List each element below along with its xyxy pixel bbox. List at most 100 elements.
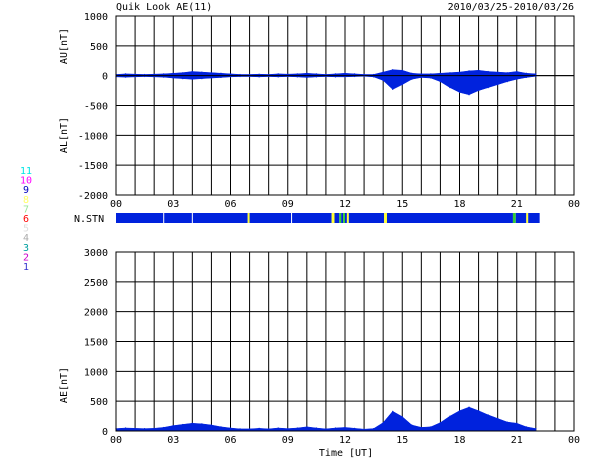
au-data-point [497, 71, 499, 73]
ae-data-point [277, 427, 279, 429]
al-data-point [449, 87, 451, 89]
al-data-point [306, 76, 308, 79]
ae-data-point [201, 423, 203, 425]
ae-data-point [373, 428, 375, 430]
ae-data-point [134, 427, 136, 429]
y-axis-label-au: AU[nT] [59, 28, 70, 64]
ae-data-point [353, 427, 356, 429]
au-data-point [535, 73, 537, 75]
plot-frame [115, 15, 575, 196]
au-data-point [516, 70, 518, 73]
station-segment [249, 213, 332, 223]
x-tick-label: 15 [396, 435, 408, 446]
au-data-point [229, 73, 232, 75]
station-segment [345, 213, 347, 223]
al-data-point [325, 75, 327, 78]
x-tick-label: 21 [511, 435, 523, 446]
au-data-point [477, 69, 480, 71]
au-data-point [315, 73, 317, 75]
al-data-point [506, 81, 508, 83]
au-data-point [306, 72, 308, 74]
au-data-point [525, 72, 527, 74]
al-data-point [172, 77, 174, 79]
au-data-point [401, 69, 403, 71]
al-data-point [430, 77, 432, 79]
al-data-point [334, 76, 337, 78]
ae-data-point [535, 428, 537, 430]
ae-data-point [382, 422, 384, 424]
al-data-point [287, 75, 289, 78]
station-segment [346, 213, 349, 223]
al-data-point [344, 76, 346, 78]
ae-data-point [306, 426, 308, 428]
au-data-point [325, 73, 327, 76]
au-data-point [287, 73, 289, 75]
y-tick-label: 1500 [84, 338, 108, 349]
x-tick-label: 18 [453, 435, 465, 446]
y-tick-label: 0 [102, 427, 108, 438]
legend-number-9: 9 [23, 185, 29, 196]
y-tick-label: -1000 [78, 131, 108, 142]
al-data-point [248, 75, 251, 78]
al-data-point [382, 79, 384, 82]
ae-data-point [334, 427, 337, 429]
legend-number-6: 6 [23, 214, 29, 225]
ae-data-point [363, 428, 365, 430]
al-data-point [277, 76, 279, 78]
legend-number-10: 10 [20, 176, 32, 187]
ae-data-point [258, 427, 260, 429]
ae-data-point [191, 422, 193, 424]
au-data-point [268, 73, 270, 76]
ae-data-point [239, 428, 241, 430]
legend-number-5: 5 [23, 224, 29, 235]
al-data-point [477, 89, 480, 92]
ae-data-point [153, 427, 155, 429]
y-tick-label: 2000 [84, 308, 108, 319]
x-tick-label: 12 [339, 199, 351, 210]
x-tick-label: 00 [568, 199, 580, 210]
al-data-point [144, 75, 146, 78]
station-count-bar: N.STN [74, 213, 540, 225]
station-segment [341, 213, 344, 223]
au-data-point [344, 72, 346, 74]
x-tick-label: 12 [339, 435, 351, 446]
x-tick-label: 00 [110, 199, 122, 210]
al-data-point [363, 75, 365, 77]
al-data-point [239, 75, 241, 78]
au-data-point [363, 73, 365, 76]
ae-data-point [477, 410, 480, 412]
y-tick-label: 1000 [84, 367, 108, 378]
ae-data-point [182, 423, 184, 426]
au-data-point [144, 73, 146, 76]
al-data-point [420, 76, 422, 79]
station-segment [515, 213, 527, 223]
y-tick-label: -1500 [78, 161, 108, 172]
al-data-point [220, 76, 222, 79]
al-series-area [115, 75, 537, 96]
x-tick-label: 06 [224, 435, 236, 446]
ae-data-point [411, 424, 413, 426]
legend-number-1: 1 [23, 262, 29, 273]
au-data-point [124, 73, 127, 75]
al-data-point [153, 76, 155, 78]
station-segment [526, 213, 529, 223]
au-data-point [449, 72, 451, 74]
ae-data-point [506, 421, 508, 423]
ae-data-point [468, 406, 470, 408]
x-axis-label: Time [UT] [319, 448, 373, 459]
au-data-point [248, 73, 251, 76]
au-data-point [201, 71, 203, 73]
ae-data-point [325, 428, 327, 430]
al-data-point [201, 78, 203, 80]
x-tick-label: 15 [396, 199, 408, 210]
ae-data-point [229, 427, 232, 429]
ae-data-point [315, 427, 317, 429]
au-data-point [439, 72, 442, 74]
al-data-point [401, 84, 403, 86]
legend-number-2: 2 [23, 252, 29, 263]
au-data-point [392, 69, 394, 71]
x-tick-label: 03 [167, 435, 179, 446]
